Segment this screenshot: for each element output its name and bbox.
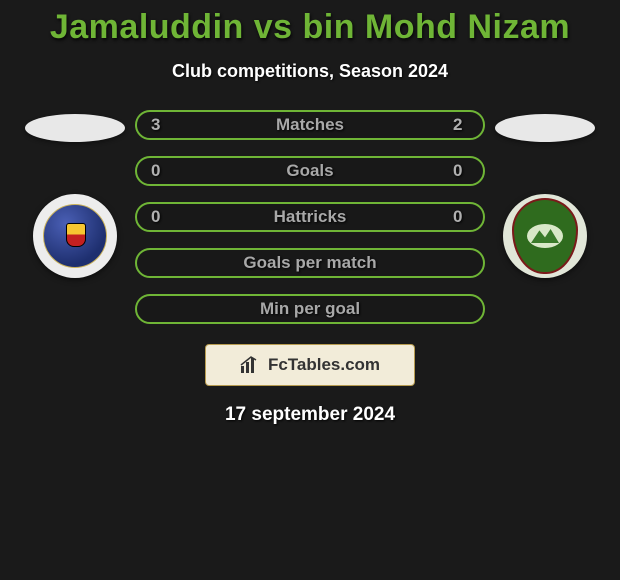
stat-label: Hattricks [274,207,347,227]
stat-right-value: 2 [453,115,469,135]
stat-pill-list: 3 Matches 2 0 Goals 0 0 Hattricks 0 Goals per mat… [135,110,485,324]
stat-pill-gpm: Goals per match [135,248,485,278]
stat-pill-hattricks: 0 Hattricks 0 [135,202,485,232]
comparison-card: Jamaluddin vs bin Mohd Nizam Club compet… [0,0,620,426]
crest-shield-icon [66,223,86,247]
stat-left-value: 3 [151,115,167,135]
mountain-icon [531,229,559,243]
bar-chart-icon [240,356,262,374]
attribution-badge: FcTables.com [205,344,415,386]
right-player-column [485,110,605,278]
stat-pill-matches: 3 Matches 2 [135,110,485,140]
left-club-crest [33,194,117,278]
left-player-column [15,110,135,278]
stat-label: Matches [276,115,344,135]
crest-inner [512,198,578,274]
date-label: 17 september 2024 [0,404,620,426]
subtitle: Club competitions, Season 2024 [0,61,620,82]
crest-center [527,224,563,248]
attribution-text: FcTables.com [268,355,380,375]
stat-label: Goals [286,161,333,181]
page-title: Jamaluddin vs bin Mohd Nizam [0,8,620,47]
left-player-placeholder [25,114,125,142]
right-player-placeholder [495,114,595,142]
stat-pill-goals: 0 Goals 0 [135,156,485,186]
stat-right-value: 0 [453,161,469,181]
stat-left-value: 0 [151,207,167,227]
stat-right-value: 0 [453,207,469,227]
stat-label: Min per goal [260,299,360,319]
stat-label: Goals per match [243,253,376,273]
stat-pill-mpg: Min per goal [135,294,485,324]
right-club-crest [503,194,587,278]
crest-inner [43,204,107,268]
comparison-row: 3 Matches 2 0 Goals 0 0 Hattricks 0 Goals per mat… [0,110,620,324]
stat-left-value: 0 [151,161,167,181]
